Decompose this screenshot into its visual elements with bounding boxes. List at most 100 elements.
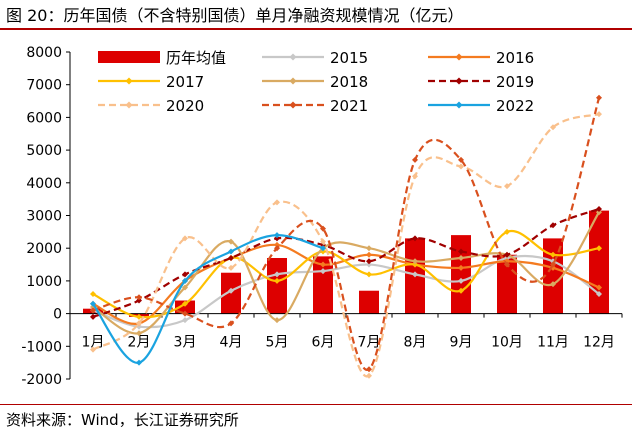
point-2017-9月 — [458, 287, 464, 294]
point-2021-10月 — [504, 261, 510, 268]
point-2018-5月 — [274, 317, 280, 324]
point-2020-11月 — [550, 124, 556, 131]
point-2018-3月 — [182, 284, 188, 291]
point-2019-8月 — [412, 235, 418, 242]
legend-label-2017: 2017 — [166, 73, 204, 91]
x-tick-label: 3月 — [174, 335, 197, 351]
point-2015-10月 — [504, 255, 510, 262]
point-2021-2月 — [136, 294, 142, 301]
legend-label-2020: 2020 — [166, 97, 204, 115]
point-2021-1月 — [90, 307, 96, 314]
point-2017-5月 — [274, 277, 280, 284]
point-2021-6月 — [320, 225, 326, 232]
point-2020-1月 — [90, 346, 96, 353]
point-2021-12月 — [596, 94, 602, 101]
x-tick-label: 9月 — [450, 335, 473, 351]
footer-rule — [0, 404, 632, 405]
point-2020-12月 — [596, 111, 602, 118]
bar-3月 — [175, 300, 195, 314]
point-2021-7月 — [366, 366, 372, 373]
chart-area: 历年均值 2015 2016 2017 2018 2019 2020 2021 2022 800… — [21, 45, 623, 388]
point-2020-2月 — [136, 320, 142, 327]
x-tick-label: 7月 — [358, 335, 381, 351]
point-2017-7月 — [366, 271, 372, 278]
x-tick-label: 2月 — [128, 335, 151, 351]
y-tick-label: 2000 — [26, 241, 62, 257]
point-2022-5月 — [274, 232, 280, 239]
point-2018-12月 — [596, 209, 602, 216]
point-2018-4月 — [228, 238, 234, 245]
x-tick-label: 10月 — [491, 335, 523, 351]
point-2015-3月 — [182, 317, 188, 324]
point-2022-1月 — [90, 300, 96, 307]
point-2019-11月 — [550, 222, 556, 229]
point-2019-3月 — [182, 271, 188, 278]
point-2018-2月 — [136, 330, 142, 337]
y-tick-label: -1000 — [21, 339, 62, 355]
legend-marker-2017 — [125, 77, 133, 85]
bar-12月 — [589, 210, 609, 314]
point-2019-7月 — [366, 258, 372, 265]
legend-label-2015: 2015 — [330, 49, 368, 67]
point-2017-11月 — [550, 251, 556, 258]
x-tick-label: 4月 — [220, 335, 243, 351]
x-tick-label: 6月 — [312, 335, 335, 351]
point-2020-3月 — [182, 235, 188, 242]
bar-7月 — [359, 290, 379, 314]
point-2018-7月 — [366, 245, 372, 252]
point-2020-4月 — [228, 264, 234, 271]
point-2019-2月 — [136, 297, 142, 304]
y-tick-label: 8000 — [26, 45, 62, 61]
point-2021-11月 — [550, 261, 556, 268]
legend-swatch-历年均值 — [98, 51, 160, 63]
point-2015-8月 — [412, 271, 418, 278]
y-tick-label: 0 — [53, 307, 62, 323]
y-tick-label: 5000 — [26, 143, 62, 159]
point-2022-3月 — [182, 277, 188, 284]
point-2019-9月 — [458, 248, 464, 255]
bar-11月 — [543, 238, 563, 314]
legend-marker-2018 — [289, 77, 297, 85]
point-2018-11月 — [550, 281, 556, 288]
title-rule — [0, 28, 632, 30]
x-tick-label: 12月 — [583, 335, 615, 351]
y-tick-label: 4000 — [26, 176, 62, 192]
point-2018-8月 — [412, 258, 418, 265]
point-2022-4月 — [228, 248, 234, 255]
legend-marker-2019 — [455, 77, 463, 85]
point-2020-8月 — [412, 173, 418, 180]
legend-marker-2020 — [125, 101, 133, 109]
point-2019-10月 — [504, 251, 510, 258]
y-tick-label: 3000 — [26, 209, 62, 225]
line-series — [90, 94, 602, 379]
point-2022-6月 — [320, 245, 326, 252]
point-2016-7月 — [366, 251, 372, 258]
point-2022-2月 — [136, 359, 142, 366]
legend-marker-2021 — [289, 101, 297, 109]
y-tick-label: 7000 — [26, 78, 62, 94]
legend-label-历年均值: 历年均值 — [166, 49, 226, 67]
point-2021-5月 — [274, 245, 280, 252]
bar-5月 — [267, 258, 287, 314]
point-2017-1月 — [90, 290, 96, 297]
point-2021-8月 — [412, 156, 418, 163]
legend-label-2016: 2016 — [496, 49, 534, 67]
legend-label-2018: 2018 — [330, 73, 368, 91]
point-2021-3月 — [182, 310, 188, 317]
x-tick-label: 5月 — [266, 335, 289, 351]
point-2020-6月 — [320, 238, 326, 245]
point-2020-9月 — [458, 163, 464, 170]
point-2018-9月 — [458, 255, 464, 262]
y-tick-label: -2000 — [21, 372, 62, 388]
point-2015-7月 — [366, 261, 372, 268]
point-2017-10月 — [504, 228, 510, 235]
y-tick-label: 1000 — [26, 274, 62, 290]
legend-marker-2016 — [455, 53, 463, 61]
point-2017-3月 — [182, 300, 188, 307]
point-2016-12月 — [596, 284, 602, 291]
legend-label-2019: 2019 — [496, 73, 534, 91]
legend-label-2021: 2021 — [330, 97, 368, 115]
y-tick-label: 6000 — [26, 110, 62, 126]
point-2020-5月 — [274, 199, 280, 206]
point-2016-6月 — [320, 261, 326, 268]
